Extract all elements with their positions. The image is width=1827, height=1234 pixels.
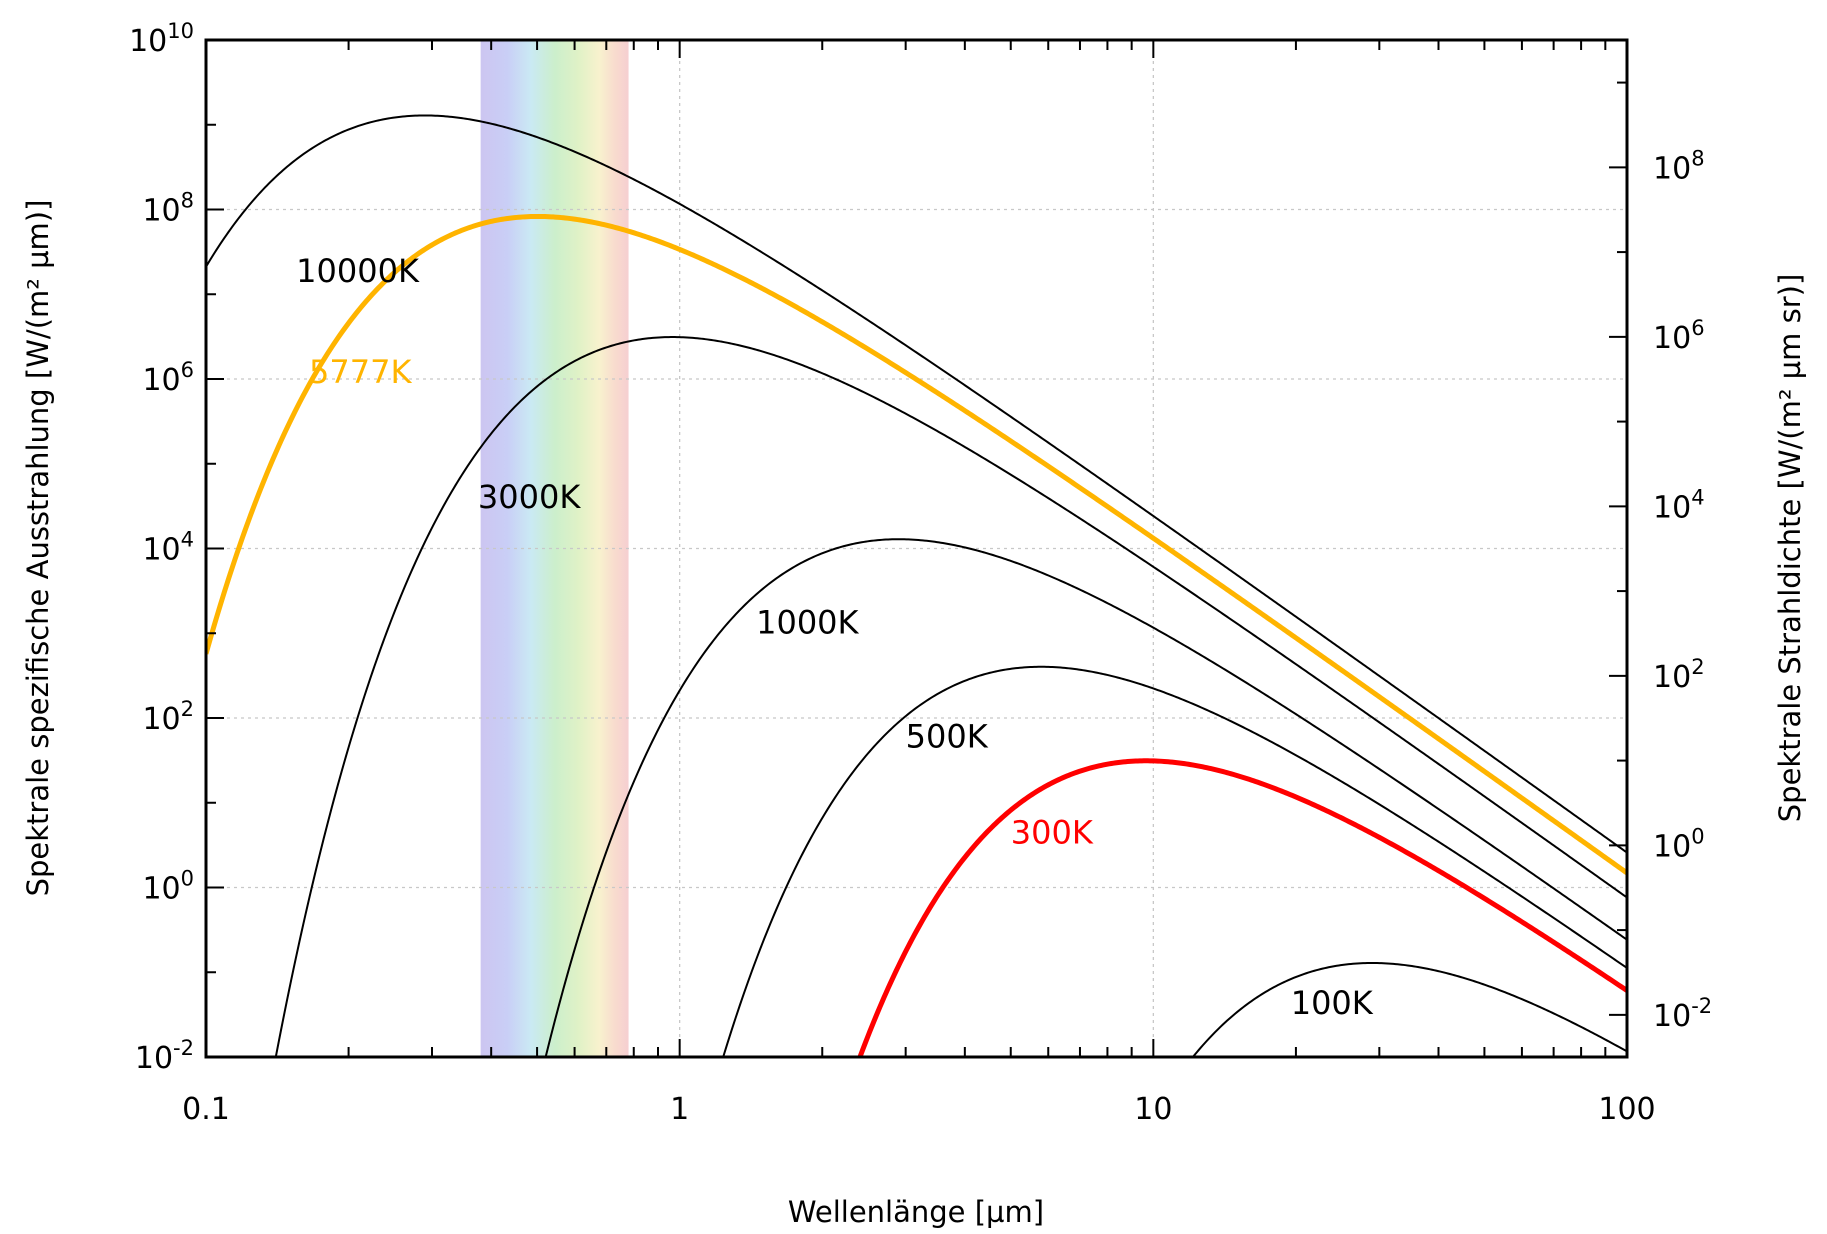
curve-100K bbox=[1191, 961, 1627, 1057]
y-tick-label-left: 106 bbox=[142, 358, 194, 398]
curve-label-5777K: 5777K bbox=[309, 353, 412, 391]
tick-labels: 0.1 1 10 100 10-2 100 102 104 106 108 1010 10-2 100 1… bbox=[129, 19, 1712, 1127]
curve-300K bbox=[857, 758, 1627, 1057]
y-tick-label-right: 108 bbox=[1653, 146, 1705, 186]
x-tick-label: 10 bbox=[1134, 1092, 1172, 1127]
curve-500K bbox=[722, 665, 1627, 1057]
y-tick-label-left: 10-2 bbox=[135, 1036, 194, 1076]
y-tick-label-right: 100 bbox=[1653, 824, 1705, 864]
curve-label-300K: 300K bbox=[1011, 814, 1094, 852]
x-tick-label: 0.1 bbox=[182, 1092, 230, 1127]
curve-3000K bbox=[274, 336, 1627, 1057]
x-axis-title: Wellenlänge [µm] bbox=[788, 1195, 1044, 1229]
ticks bbox=[205, 39, 1627, 1058]
y-axis-title-right: Spektrale Strahldichte [W/(m² µm sr)] bbox=[1773, 274, 1807, 823]
y-tick-label-right: 106 bbox=[1653, 316, 1705, 356]
curves bbox=[206, 114, 1627, 1057]
y-tick-label-right: 102 bbox=[1653, 655, 1705, 695]
x-tick-label: 100 bbox=[1598, 1092, 1655, 1127]
curve-label-3000K: 3000K bbox=[478, 478, 581, 516]
y-tick-label-right: 104 bbox=[1653, 485, 1705, 525]
y-tick-label-left: 108 bbox=[142, 189, 194, 229]
visible-spectrum-band bbox=[480, 40, 629, 1057]
curve-5777K bbox=[206, 213, 1627, 876]
y-tick-label-right: 10-2 bbox=[1653, 994, 1712, 1034]
curve-label-10000K: 10000K bbox=[296, 252, 420, 290]
curve-label-500K: 500K bbox=[906, 717, 989, 755]
y-tick-label-left: 104 bbox=[142, 528, 194, 568]
y-tick-label-left: 1010 bbox=[129, 19, 194, 59]
y-tick-label-left: 102 bbox=[142, 697, 194, 737]
grid bbox=[206, 40, 1627, 1057]
x-tick-label: 1 bbox=[670, 1092, 689, 1127]
curve-label-1000K: 1000K bbox=[756, 603, 859, 641]
plot-frame bbox=[204, 38, 1629, 1059]
curve-label-100K: 100K bbox=[1291, 984, 1374, 1022]
curve-labels: 10000K 5777K 3000K 1000K 500K 300K 100K bbox=[296, 252, 1374, 1022]
y-tick-label-left: 100 bbox=[142, 867, 194, 907]
y-axis-title-left: Spektrale spezifische Ausstrahlung [W/(m… bbox=[21, 200, 55, 897]
curve-1000K bbox=[544, 538, 1627, 1057]
curve-10000K bbox=[206, 114, 1627, 854]
